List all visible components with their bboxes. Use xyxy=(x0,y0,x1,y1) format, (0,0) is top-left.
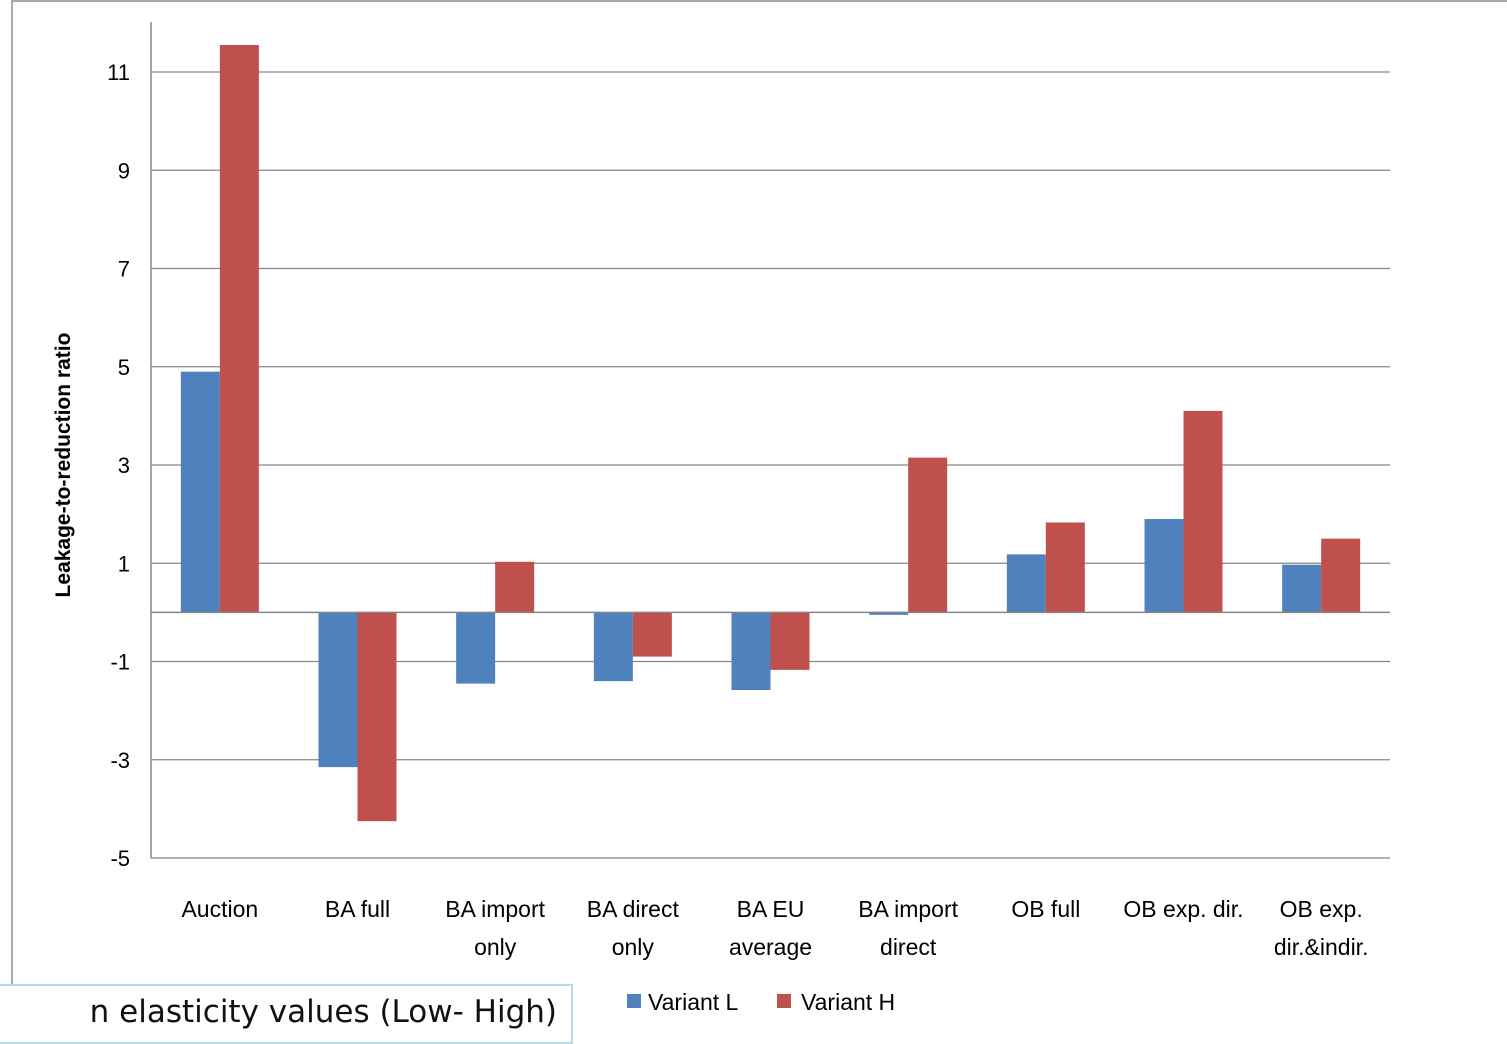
legend-swatch-variant-l xyxy=(627,994,641,1008)
x-tick-label-line: OB full xyxy=(1011,896,1080,922)
y-axis-label: Leakage-to-reduction ratio xyxy=(52,333,75,598)
x-tick-label-0: Auction xyxy=(181,896,258,922)
bar-variant-h-6 xyxy=(1045,522,1085,613)
y-tick-label: -5 xyxy=(110,846,130,871)
y-tick-label: -3 xyxy=(110,748,130,773)
x-tick-label-line: OB exp. dir. xyxy=(1123,896,1243,922)
y-tick-label: -1 xyxy=(110,650,130,675)
bars xyxy=(180,44,1361,822)
bar-variant-h-8 xyxy=(1321,538,1361,613)
y-tick-label: 9 xyxy=(118,158,130,183)
x-tick-label-5: BA import direct xyxy=(858,896,958,960)
y-tick-label: 1 xyxy=(118,551,130,576)
x-tick-label-line: BA full xyxy=(325,896,390,922)
caption-box: n elasticity values (Low- High) xyxy=(0,984,573,1044)
legend-swatch-variant-h xyxy=(777,994,791,1008)
y-tick-label: 11 xyxy=(107,60,130,85)
chart-frame xyxy=(11,0,1507,1038)
bar-variant-h-1 xyxy=(357,612,397,822)
bar-variant-l-2 xyxy=(456,612,496,684)
x-tick-label-6: OB full xyxy=(1011,896,1080,922)
bar-variant-h-3 xyxy=(632,612,672,657)
caption-text: n elasticity values (Low- High) xyxy=(89,994,557,1030)
bar-variant-l-8 xyxy=(1282,564,1322,613)
x-tick-label-2: BA import only xyxy=(445,896,545,960)
bar-variant-h-7 xyxy=(1183,410,1223,613)
x-tick-label-line: BA direct xyxy=(587,896,680,922)
x-tick-label-line: BA import xyxy=(445,896,545,922)
x-tick-label-line: BA EU xyxy=(737,896,805,922)
x-tick-labels: Auction BA full BA import only BA direct only… xyxy=(181,896,1368,960)
bar-variant-h-2 xyxy=(495,561,535,613)
legend: Variant L Variant H xyxy=(627,989,895,1015)
x-tick-label-1: BA full xyxy=(325,896,390,922)
bar-variant-h-4 xyxy=(770,612,810,670)
bar-variant-h-0 xyxy=(219,44,259,613)
bar-variant-l-6 xyxy=(1006,554,1046,613)
x-tick-label-line: direct xyxy=(880,934,937,960)
y-tick-label: 3 xyxy=(118,453,130,478)
x-tick-label-line: OB exp. xyxy=(1280,896,1363,922)
x-tick-label-line: BA import xyxy=(858,896,958,922)
bar-variant-h-5 xyxy=(908,457,948,613)
x-tick-label-7: OB exp. dir. xyxy=(1123,896,1243,922)
bar-variant-l-5 xyxy=(869,612,909,615)
bar-variant-l-3 xyxy=(593,612,633,682)
legend-label-variant-h: Variant H xyxy=(801,989,895,1015)
x-tick-label-3: BA direct only xyxy=(587,896,680,960)
x-tick-label-line: Auction xyxy=(181,896,258,922)
x-tick-label-line: only xyxy=(612,934,655,960)
y-tick-labels: 11 9 7 5 3 1 -1 -3 -5 xyxy=(107,60,130,871)
bar-variant-l-0 xyxy=(180,371,220,613)
y-tick-label: 5 xyxy=(118,355,130,380)
y-tick-label: 7 xyxy=(118,257,130,282)
legend-label-variant-l: Variant L xyxy=(648,989,739,1015)
x-tick-label-8: OB exp. dir.&indir. xyxy=(1274,896,1369,960)
bar-variant-l-7 xyxy=(1144,519,1184,613)
x-tick-label-line: only xyxy=(474,934,517,960)
bar-variant-l-4 xyxy=(731,612,771,690)
x-tick-label-4: BA EU average xyxy=(729,896,812,960)
bar-variant-l-1 xyxy=(318,612,358,768)
x-tick-label-line: average xyxy=(729,934,812,960)
x-tick-label-line: dir.&indir. xyxy=(1274,934,1369,960)
